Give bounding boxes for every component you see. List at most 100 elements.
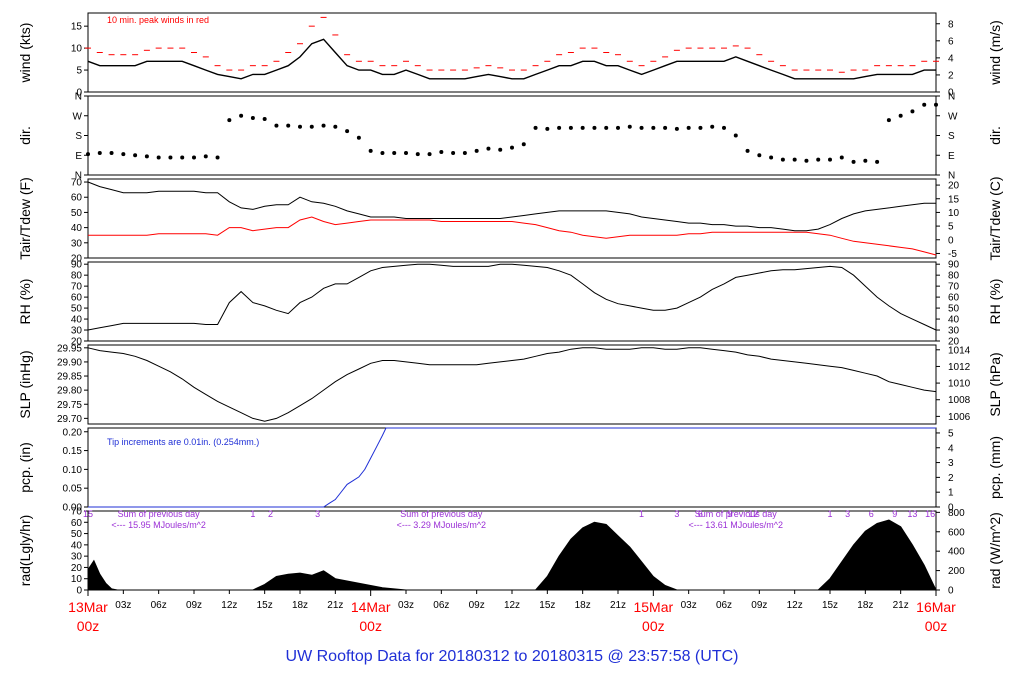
time-tick-label: 06z [151,600,167,611]
date-label: 14Mar [351,599,391,615]
temp-line [87,181,936,232]
pcp-panel: 0.00 0.05 0.10 0.15 0.20 0 1 2 3 4 5 pcp. (in) pcp. … [17,427,1003,513]
time-tick-label: 03z [681,600,697,611]
time-tick-label: 21z [610,600,626,611]
time-axis: 03z 06z 09z 12z 15z 18z 21z 03z 06z 09z 12z 15z 18z 2… [68,590,956,634]
dir-right-tick-label: N [948,171,955,182]
rad-left-tick-label: 0 [76,586,82,597]
rad-left-tick-label: 50 [71,529,83,540]
rad-ylabel-right: rad (W/m^2) [987,512,1003,589]
rad-day-sum-title: Sum of previous day [118,509,201,519]
dir-point [604,125,609,130]
dir-point [286,123,291,128]
rad-day-sum-value: <--- 15.95 MJoules/m^2 [111,520,206,530]
dir-ylabel: dir. [17,126,33,145]
rad-hour-marker: 1 [639,509,644,519]
slp-left-tick-label: 29.90 [57,357,82,368]
dir-point [521,142,526,147]
temp-left-tick-label: 60 [71,193,83,204]
rh-left-tick-label: 40 [71,315,83,326]
rad-hour-marker: 15 [83,509,93,519]
temp-panel: 20 30 40 50 60 70 -5 0 5 10 15 20 Tair/Tdew (F) Tair/… [17,176,1003,264]
dir-point [262,117,267,122]
dir-point [462,151,467,156]
dir-ylabel-right: dir. [987,126,1003,145]
rad-hour-marker: 13 [907,509,917,519]
dir-point [404,151,408,156]
pcp-right-tick-label: 3 [948,458,954,469]
slp-left-tick-label: 29.80 [57,386,82,397]
rh-left-tick-label: 80 [71,271,83,282]
temp-ylabel-right: Tair/Tdew (C) [987,176,1003,260]
temp-right-tick-label: 10 [948,208,960,219]
dir-point [674,126,679,131]
dir-point [922,102,927,107]
dir-right-tick-label: N [948,92,955,103]
date-label-hour: 00z [359,618,382,634]
slp-right-tick-label: 1012 [948,362,971,373]
rad-day-sum-value: <--- 13.61 MJoules/m^2 [689,520,784,530]
wind-right-tick-label: 2 [948,70,954,81]
wind-right-tick-label: 4 [948,53,954,64]
time-tick-label: 15z [257,600,273,611]
wind-left-tick-label: 10 [71,44,83,55]
dir-point [663,125,668,130]
rh-right-tick-label: 40 [948,315,960,326]
dir-left-tick-label: E [75,151,82,162]
time-tick-label: 15z [822,600,838,611]
dir-point [486,146,491,151]
dir-point [144,154,149,159]
rad-left-tick-label: 20 [71,563,83,574]
dir-point [380,151,385,156]
dir-point [109,151,114,156]
slp-ylabel: SLP (inHg) [17,350,33,418]
slp-right-tick-label: 1010 [948,379,971,390]
dir-point [580,125,585,130]
time-tick-label: 06z [716,600,732,611]
dir-point [745,148,750,153]
pcp-left-tick-label: 0.05 [63,484,83,495]
pcp-right-tick-label: 0 [948,503,954,514]
rh-right-tick-label: 50 [948,304,960,315]
rh-ylabel: RH (%) [17,279,33,325]
dir-point [368,148,373,153]
rad-panel: 0102030405060700200400600800rad(Lgly/hr)… [17,507,1003,597]
dir-point [910,109,915,114]
time-tick-label: 03z [398,600,414,611]
rh-right-tick-label: 20 [948,337,960,348]
rad-right-tick-label: 800 [948,508,965,519]
temp-right-tick-label: 0 [948,235,954,246]
pcp-right-tick-label: 1 [948,488,954,499]
rad-hour-marker: 3 [315,509,320,519]
rad-hour-marker: 1 [827,509,832,519]
dir-point [804,158,809,163]
rad-hour-marker: 9 [727,509,732,519]
slp-right-tick-label: 1014 [948,345,971,356]
rh-right-tick-label: 30 [948,326,960,337]
date-label-hour: 00z [642,618,665,634]
dir-point [886,118,891,123]
pcp-right-tick-label: 4 [948,443,954,454]
dir-point [121,152,126,157]
dir-point [239,113,244,118]
dir-point [356,135,361,140]
dir-right-tick-label: W [948,111,958,122]
wind-right-tick-label: 0 [948,88,954,99]
dir-point [934,102,938,107]
dir-point [427,152,432,157]
rad-left-tick-label: 30 [71,552,83,563]
date-label: 16Mar [916,599,956,615]
dir-point [274,123,279,128]
time-tick-label: 09z [751,600,767,611]
date-label-hour: 00z [77,618,100,634]
rad-left-tick-label: 10 [71,574,83,585]
rh-left-tick-label: 60 [71,293,83,304]
temp-line [88,216,937,256]
temp-left-tick-label: 50 [71,208,83,219]
dir-point [192,155,196,160]
wind-left-tick-label: 5 [76,66,82,77]
dir-point [227,118,232,123]
dir-point [792,157,797,162]
time-tick-label: 09z [186,600,202,611]
